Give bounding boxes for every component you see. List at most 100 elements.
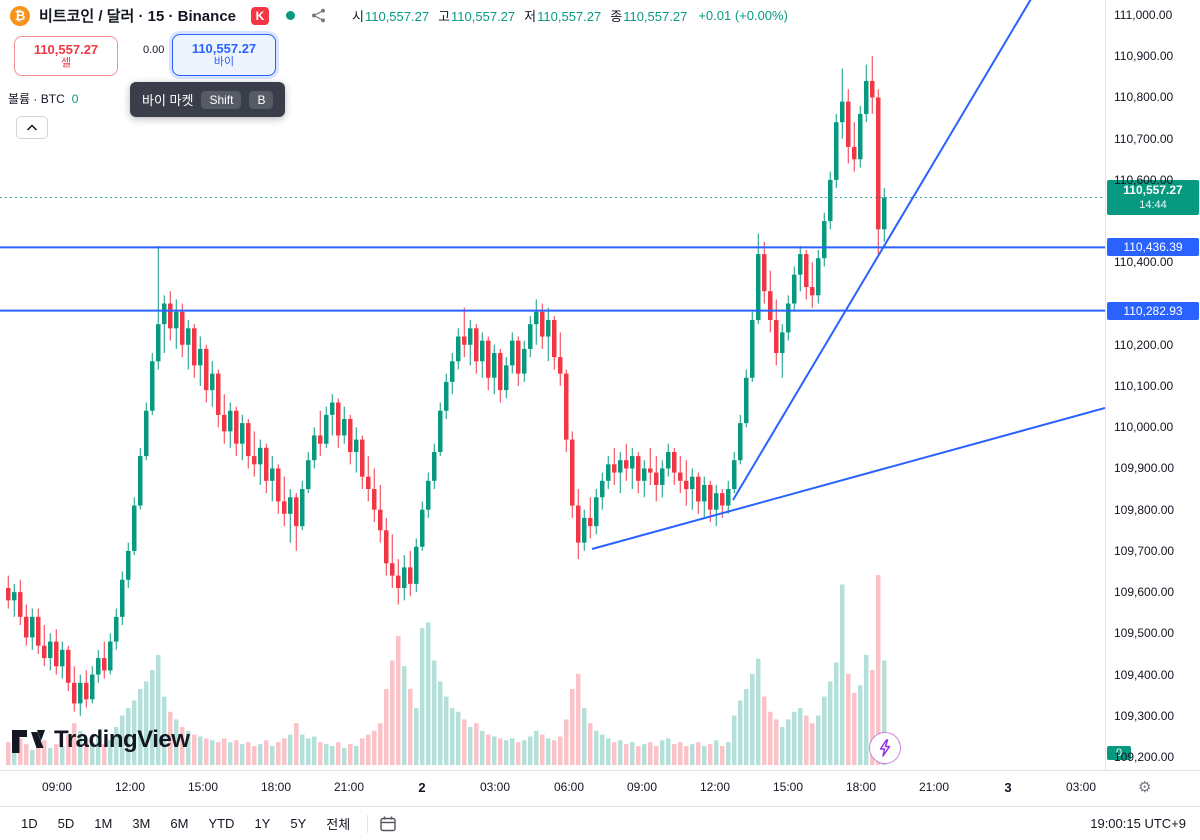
- candle: [618, 460, 623, 473]
- range-button-ytd[interactable]: YTD: [208, 816, 235, 831]
- collapse-legend-button[interactable]: [16, 116, 48, 139]
- volume-bar: [54, 744, 59, 765]
- high-value: 110,557.27: [451, 9, 516, 24]
- candle: [6, 587, 11, 601]
- volume-indicator-legend[interactable]: 볼륨 · BTC 0: [8, 90, 78, 107]
- price-axis-label: 110,800.00: [1114, 90, 1174, 105]
- time-axis-label: 3: [1004, 780, 1012, 795]
- candle: [516, 340, 521, 374]
- volume-bar: [432, 660, 437, 765]
- volume-bar: [774, 719, 779, 765]
- volume-bar: [252, 746, 257, 765]
- volume-bar: [186, 730, 191, 765]
- candle: [372, 489, 377, 510]
- volume-bar: [372, 730, 377, 765]
- volume-bar: [816, 715, 821, 765]
- volume-bar: [132, 700, 137, 765]
- time-axis[interactable]: ⚙ 09:00 12:00 15:00 18:00 21:00 2 03:00 06:00 09…: [0, 770, 1200, 807]
- open-label: 시: [352, 9, 364, 24]
- trend-line[interactable]: [591, 407, 1105, 550]
- range-button-5y[interactable]: 5Y: [290, 816, 307, 831]
- range-button-6m[interactable]: 6M: [170, 816, 189, 831]
- candle: [120, 579, 125, 617]
- volume-bar: [378, 723, 383, 765]
- volume-bar: [720, 746, 725, 765]
- symbol-title[interactable]: 비트코인 / 달러 · 15 · Binance: [39, 8, 236, 25]
- volume-bar: [648, 742, 653, 765]
- volume-bar: [750, 673, 755, 765]
- date-range-buttons: 1D 5D 1M 3M 6M YTD 1Y 5Y 전체: [14, 811, 357, 836]
- candle: [312, 435, 317, 461]
- volume-bar: [726, 742, 731, 765]
- tooltip-text: 바이 마켓: [142, 93, 194, 108]
- sell-button[interactable]: 110,557.27 셀: [14, 36, 118, 76]
- candle: [150, 361, 155, 411]
- buy-button[interactable]: 110,557.27 바이: [172, 34, 276, 76]
- volume-bar: [492, 736, 497, 765]
- volume-bar: [336, 742, 341, 765]
- range-button-1d[interactable]: 1D: [21, 816, 38, 831]
- candle: [846, 101, 851, 147]
- go-to-date-icon[interactable]: [378, 814, 398, 834]
- volume-bar: [66, 734, 71, 765]
- range-button-1y[interactable]: 1Y: [254, 816, 271, 831]
- candle: [708, 484, 713, 510]
- trend-line[interactable]: [732, 0, 1034, 501]
- candle: [234, 410, 239, 444]
- toolbar-divider: [367, 814, 369, 833]
- volume-bar: [324, 744, 329, 765]
- range-button-5d[interactable]: 5D: [57, 816, 75, 831]
- volume-bar: [462, 719, 467, 765]
- volume-bar: [474, 723, 479, 765]
- volume-bar: [810, 723, 815, 765]
- tradingview-logo[interactable]: TradingView: [10, 726, 190, 754]
- volume-bar: [420, 628, 425, 765]
- time-axis-label: 21:00: [918, 780, 950, 794]
- candle: [402, 567, 407, 588]
- volume-bar: [312, 736, 317, 765]
- volume-bar: [438, 681, 443, 765]
- range-button-3m[interactable]: 3M: [132, 816, 151, 831]
- volume-bar: [486, 734, 491, 765]
- chart-area[interactable]: [0, 0, 1105, 770]
- broker-logo[interactable]: K: [251, 6, 269, 25]
- candle: [804, 254, 809, 288]
- candlestick-chart[interactable]: [0, 0, 1105, 770]
- open-value: 110,557.27: [364, 9, 430, 24]
- candle: [456, 336, 461, 362]
- candle: [660, 468, 665, 485]
- volume-bar: [696, 742, 701, 765]
- range-button-1m[interactable]: 1M: [94, 816, 113, 831]
- volume-bar: [660, 740, 665, 765]
- symbol-header: ₿ 비트코인 / 달러 · 15 · Binance K 시110,557.27…: [10, 5, 788, 26]
- candle: [840, 101, 845, 123]
- candle: [258, 447, 263, 465]
- price-axis[interactable]: 110,557.27 14:44 110,436.39 110,282.93 0…: [1105, 0, 1200, 770]
- candle: [522, 348, 527, 374]
- sell-price: 110,557.27: [33, 42, 99, 57]
- candle: [174, 311, 179, 329]
- price-axis-label: 110,600.00: [1114, 172, 1174, 187]
- volume-bar: [282, 738, 287, 765]
- clock[interactable]: 19:00:15 UTC+9: [1090, 816, 1186, 831]
- volume-indicator-label: 볼륨 · BTC: [8, 92, 65, 106]
- candle: [828, 179, 833, 222]
- range-button-전체[interactable]: 전체: [326, 817, 351, 832]
- price-axis-label: 110,100.00: [1114, 379, 1174, 393]
- share-icon[interactable]: [310, 7, 327, 24]
- candle: [630, 456, 635, 469]
- price-axis-label: 109,900.00: [1114, 461, 1175, 476]
- candle: [654, 472, 659, 485]
- lightning-button[interactable]: [869, 732, 901, 764]
- volume-bar: [834, 662, 839, 765]
- price-axis-label: 110,700.00: [1114, 131, 1174, 146]
- volume-bar: [708, 744, 713, 765]
- candle: [570, 439, 575, 506]
- volume-bar: [162, 696, 167, 765]
- candle: [702, 484, 707, 502]
- chevron-up-icon: [26, 123, 38, 131]
- volume-bar: [792, 711, 797, 765]
- axis-settings-gear-icon[interactable]: ⚙: [1138, 779, 1152, 796]
- low-value: 110,557.27: [537, 9, 602, 24]
